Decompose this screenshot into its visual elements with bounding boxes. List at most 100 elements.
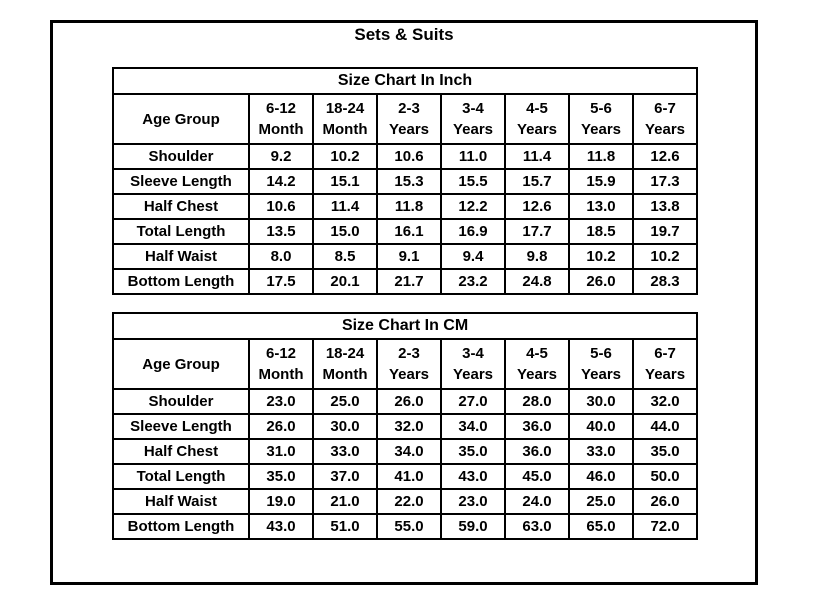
value-cell: 15.0 <box>312 218 378 245</box>
value-cell: 10.6 <box>248 193 314 220</box>
value-cell: 26.0 <box>248 413 314 440</box>
value-cell: 15.3 <box>376 168 442 195</box>
value-cell: 10.2 <box>632 243 698 270</box>
value-cell: 34.0 <box>440 413 506 440</box>
value-cell: 11.4 <box>504 143 570 170</box>
column-header-cell: 18-24 Month <box>312 338 378 390</box>
value-cell: 36.0 <box>504 438 570 465</box>
value-cell: 11.8 <box>376 193 442 220</box>
value-cell: 9.1 <box>376 243 442 270</box>
table-row: Bottom Length 43.0 51.0 55.0 59.0 63.0 65.0 72.… <box>112 513 699 540</box>
value-cell: 14.2 <box>248 168 314 195</box>
value-cell: 16.1 <box>376 218 442 245</box>
value-cell: 28.3 <box>632 268 698 295</box>
value-cell: 40.0 <box>568 413 634 440</box>
value-cell: 24.0 <box>504 488 570 515</box>
value-cell: 11.8 <box>568 143 634 170</box>
value-cell: 21.7 <box>376 268 442 295</box>
value-cell: 17.3 <box>632 168 698 195</box>
value-cell: 11.4 <box>312 193 378 220</box>
column-header-cell: 4-5 Years <box>504 93 570 145</box>
value-cell: 65.0 <box>568 513 634 540</box>
value-cell: 23.2 <box>440 268 506 295</box>
value-cell: 37.0 <box>312 463 378 490</box>
value-cell: 35.0 <box>248 463 314 490</box>
row-label-cell: Total Length <box>112 463 250 490</box>
table-row: Sleeve Length 14.2 15.1 15.3 15.5 15.7 15.9 17.… <box>112 168 698 195</box>
value-cell: 35.0 <box>440 438 506 465</box>
value-cell: 21.0 <box>312 488 378 515</box>
row-label-cell: Shoulder <box>112 143 250 170</box>
value-cell: 8.5 <box>312 243 378 270</box>
column-header-cell: 6-7 Years <box>632 93 698 145</box>
value-cell: 11.0 <box>440 143 506 170</box>
table-row: Half Chest 10.6 11.4 11.8 12.2 12.6 13.0 13.8 <box>112 193 698 220</box>
value-cell: 19.7 <box>632 218 698 245</box>
value-cell: 18.5 <box>568 218 634 245</box>
value-cell: 15.1 <box>312 168 378 195</box>
value-cell: 10.2 <box>568 243 634 270</box>
value-cell: 28.0 <box>504 388 570 415</box>
value-cell: 34.0 <box>376 438 442 465</box>
value-cell: 12.2 <box>440 193 506 220</box>
row-label-cell: Half Waist <box>112 243 250 270</box>
row-label-cell: Total Length <box>112 218 250 245</box>
value-cell: 9.2 <box>248 143 314 170</box>
value-cell: 25.0 <box>568 488 634 515</box>
column-header-cell: 18-24 Month <box>312 93 378 145</box>
table-title-row: Size Chart In CM <box>111 312 699 340</box>
table-row: Total Length 13.5 15.0 16.1 16.9 17.7 18.5 19.7 <box>112 218 698 245</box>
column-header-cell: 3-4 Years <box>440 338 506 390</box>
size-chart-inch-table: Size Chart In Inch Age Group 6-12 Month 18-2… <box>112 67 698 295</box>
table-row: Shoulder 23.0 25.0 26.0 27.0 28.0 30.0 32.0 <box>112 388 699 415</box>
table-row: Total Length 35.0 37.0 41.0 43.0 45.0 46.0 50.0 <box>112 463 699 490</box>
column-header-cell: 6-12 Month <box>248 93 314 145</box>
value-cell: 33.0 <box>568 438 634 465</box>
value-cell: 10.2 <box>312 143 378 170</box>
value-cell: 59.0 <box>440 513 506 540</box>
column-header-cell: 2-3 Years <box>376 93 442 145</box>
page-title: Sets & Suits <box>354 25 454 44</box>
value-cell: 10.6 <box>376 143 442 170</box>
table-title: Size Chart In CM <box>111 312 699 340</box>
value-cell: 12.6 <box>632 143 698 170</box>
value-cell: 26.0 <box>376 388 442 415</box>
value-cell: 15.5 <box>440 168 506 195</box>
value-cell: 20.1 <box>312 268 378 295</box>
column-header-cell: 5-6 Years <box>568 93 634 145</box>
corner-header-cell: Age Group <box>112 93 250 145</box>
row-label-cell: Sleeve Length <box>112 168 250 195</box>
value-cell: 9.8 <box>504 243 570 270</box>
value-cell: 41.0 <box>376 463 442 490</box>
value-cell: 9.4 <box>440 243 506 270</box>
table-row: Half Chest 31.0 33.0 34.0 35.0 36.0 33.0 35.0 <box>112 438 699 465</box>
table-header-row: Age Group 6-12 Month 18-24 Month 2-3 Years 3-4 Y… <box>112 338 699 390</box>
row-label-cell: Half Chest <box>112 193 250 220</box>
table-title: Size Chart In Inch <box>112 67 698 95</box>
value-cell: 25.0 <box>312 388 378 415</box>
value-cell: 55.0 <box>376 513 442 540</box>
value-cell: 15.9 <box>568 168 634 195</box>
column-header-cell: 6-12 Month <box>248 338 314 390</box>
value-cell: 45.0 <box>504 463 570 490</box>
value-cell: 13.8 <box>632 193 698 220</box>
value-cell: 16.9 <box>440 218 506 245</box>
value-cell: 33.0 <box>312 438 378 465</box>
value-cell: 63.0 <box>504 513 570 540</box>
size-chart-cm-table: Size Chart In CM Age Group 6-12 Month 18-24 M… <box>111 312 699 540</box>
value-cell: 44.0 <box>631 413 699 440</box>
value-cell: 30.0 <box>568 388 634 415</box>
column-header-cell: 3-4 Years <box>440 93 506 145</box>
row-label-cell: Sleeve Length <box>112 413 250 440</box>
column-header-cell: 5-6 Years <box>568 338 634 390</box>
value-cell: 51.0 <box>312 513 378 540</box>
table-title-row: Size Chart In Inch <box>112 67 698 95</box>
value-cell: 23.0 <box>248 388 314 415</box>
value-cell: 46.0 <box>568 463 634 490</box>
table-row: Half Waist 19.0 21.0 22.0 23.0 24.0 25.0 26.0 <box>112 488 699 515</box>
value-cell: 15.7 <box>504 168 570 195</box>
value-cell: 27.0 <box>440 388 506 415</box>
value-cell: 72.0 <box>631 513 699 540</box>
table-row: Half Waist 8.0 8.5 9.1 9.4 9.8 10.2 10.2 <box>112 243 698 270</box>
